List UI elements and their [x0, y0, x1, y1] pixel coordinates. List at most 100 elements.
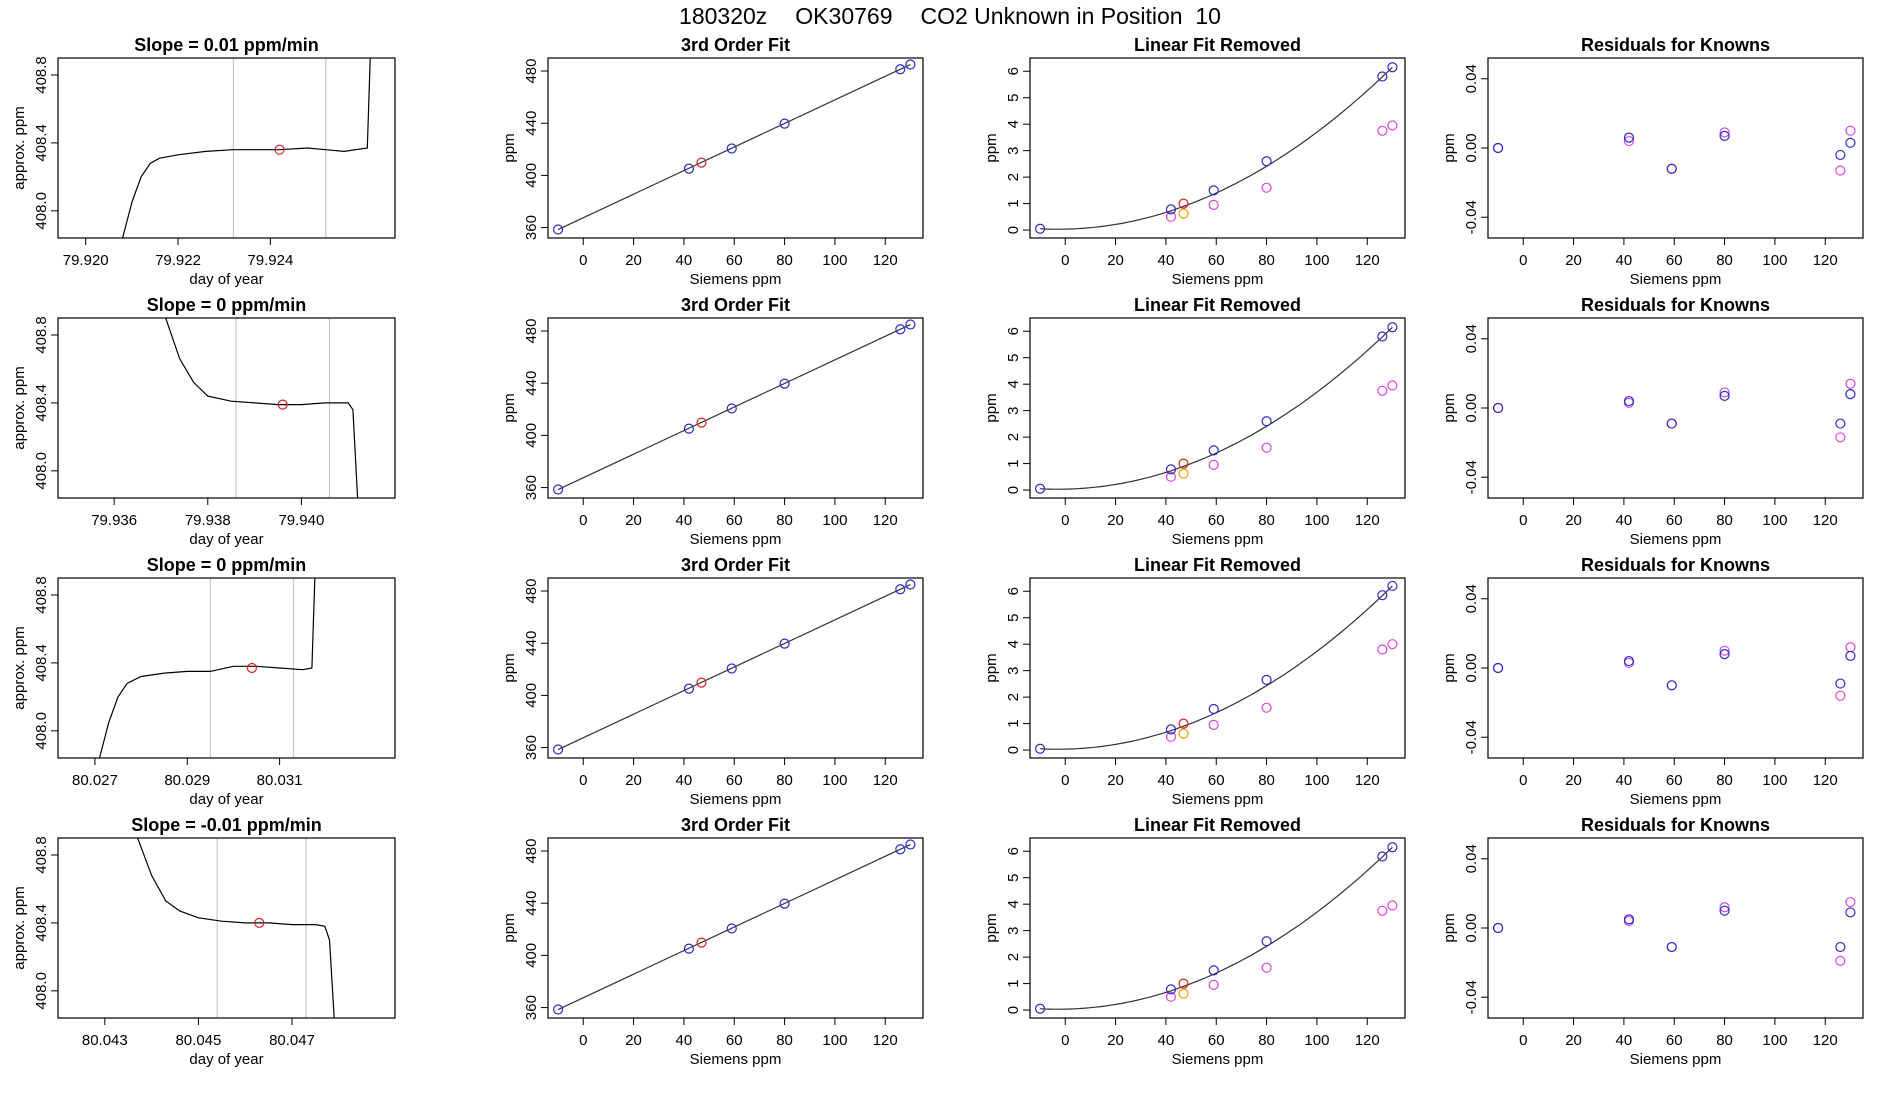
unknown-point: [696, 157, 707, 168]
standard-point: [895, 844, 906, 855]
standard-point: [1623, 914, 1635, 925]
plot-panel-10: 3rd Order Fit 0 20 40 60 80 100 120 360 400 440 480…: [501, 555, 924, 808]
y-tick-label: 408.8: [33, 316, 50, 354]
x-tick-label: 80: [1258, 252, 1275, 269]
x-tick-label: 80.045: [175, 1032, 221, 1049]
y-tick-label: 6: [1005, 327, 1022, 335]
x-tick-label: 80: [1258, 772, 1275, 789]
y-tick-label: 2: [1005, 433, 1022, 441]
plot-area: [1034, 62, 1398, 234]
y-tick-label: 3: [1005, 146, 1022, 154]
plot-area: [552, 319, 916, 495]
secondary-point: [1835, 955, 1846, 966]
plot-panel-16: Residuals for Knowns 0 20 40 60 80 100 120 -0.04…: [1441, 815, 1864, 1068]
x-tick-label: 20: [1107, 772, 1124, 789]
secondary-point: [1261, 962, 1272, 973]
y-tick-label: 360: [523, 735, 540, 760]
plot-area: [552, 59, 916, 235]
plot-area: [552, 839, 916, 1015]
x-tick-label: 60: [726, 1032, 743, 1049]
plot-frame: [547, 577, 924, 759]
x-tick-label: 40: [1158, 512, 1175, 529]
y-tick-label: 408.0: [33, 712, 50, 750]
standard-point: [905, 839, 916, 850]
x-tick-label: 80.029: [164, 772, 210, 789]
x-tick-label: 80: [776, 772, 793, 789]
y-tick-label: 408.0: [33, 972, 50, 1010]
x-tick-label: 0: [1519, 252, 1527, 269]
standard-point: [683, 163, 695, 174]
plot-area: [98, 578, 316, 758]
unknown-point: [1178, 458, 1189, 469]
standard-point: [1835, 418, 1846, 429]
x-tick-label: 20: [625, 1032, 642, 1049]
secondary-point: [1719, 127, 1730, 138]
x-tick-label: 0: [579, 772, 587, 789]
x-tick-label: 100: [1762, 512, 1787, 529]
unknown-point: [1178, 978, 1189, 989]
standard-point: [1666, 941, 1677, 953]
y-tick-label: 0.04: [1463, 844, 1480, 873]
secondary-point: [1835, 165, 1846, 176]
plot-area: [1034, 322, 1398, 494]
plot-panel-5: Slope = 0 ppm/min 79.936 79.938 79.940 408.0…: [11, 295, 396, 548]
standard-point: [1165, 464, 1177, 475]
standard-point: [1208, 965, 1219, 976]
y-tick-label: 3: [1005, 666, 1022, 674]
y-axis-label: ppm: [983, 133, 1000, 162]
standard-point: [1387, 580, 1398, 592]
x-tick-label: 0: [1519, 512, 1527, 529]
standard-point: [1377, 851, 1388, 862]
standard-point: [1034, 743, 1046, 754]
x-tick-label: 40: [676, 252, 693, 269]
x-tick-label: 100: [822, 252, 847, 269]
x-tick-label: 40: [676, 772, 693, 789]
unknown-point: [696, 417, 707, 428]
standard-point: [1666, 680, 1677, 691]
unknown-point: [1178, 198, 1189, 209]
y-tick-label: 408.4: [33, 644, 50, 682]
plot-panel-12: Residuals for Knowns 0 20 40 60 80 100 120 -0.04…: [1441, 555, 1864, 808]
secondary-point: [1377, 644, 1388, 655]
standard-point: [726, 923, 737, 934]
standard-point: [1845, 907, 1856, 918]
y-tick-label: 440: [523, 371, 540, 396]
x-tick-label: 120: [873, 252, 898, 269]
x-tick-label: 40: [1616, 252, 1633, 269]
x-tick-label: 79.920: [63, 252, 109, 269]
x-axis-label: Siemens ppm: [1172, 791, 1264, 808]
y-tick-label: 6: [1005, 67, 1022, 75]
unknown-point: [1178, 208, 1189, 219]
x-tick-label: 120: [873, 1032, 898, 1049]
y-tick-label: 0: [1005, 1006, 1022, 1014]
y-axis-label: approx. ppm: [11, 886, 28, 969]
x-tick-label: 100: [822, 772, 847, 789]
x-tick-label: 120: [1813, 252, 1838, 269]
x-tick-label: 40: [676, 512, 693, 529]
plot-frame: [1487, 317, 1864, 499]
plot-frame: [57, 317, 396, 499]
x-tick-label: 60: [726, 252, 743, 269]
run-id: 180320z: [679, 3, 768, 29]
y-tick-label: 5: [1005, 614, 1022, 622]
y-tick-label: -0.04: [1463, 720, 1480, 754]
plot-area: [1034, 580, 1398, 754]
secondary-point: [1261, 702, 1272, 713]
x-tick-label: 60: [1208, 772, 1225, 789]
plot-title: Slope = -0.01 ppm/min: [131, 815, 322, 835]
standard-point: [1623, 395, 1635, 407]
fit-curve: [1040, 846, 1393, 1010]
y-axis-label: ppm: [983, 653, 1000, 682]
y-tick-label: 1: [1005, 979, 1022, 987]
y-tick-label: 2: [1005, 953, 1022, 961]
standard-point: [1261, 156, 1272, 167]
plot-panel-7: Linear Fit Removed 0 20 40 60 80 100 120 0 1 2 3 4 5 6…: [983, 295, 1406, 548]
x-tick-label: 120: [1813, 772, 1838, 789]
y-tick-label: 408.4: [33, 384, 50, 422]
x-tick-label: 79.936: [91, 512, 137, 529]
secondary-point: [1845, 642, 1856, 653]
x-tick-label: 100: [1304, 1032, 1329, 1049]
secondary-point: [1165, 211, 1177, 222]
fit-line: [557, 583, 911, 751]
y-tick-label: 360: [523, 215, 540, 240]
